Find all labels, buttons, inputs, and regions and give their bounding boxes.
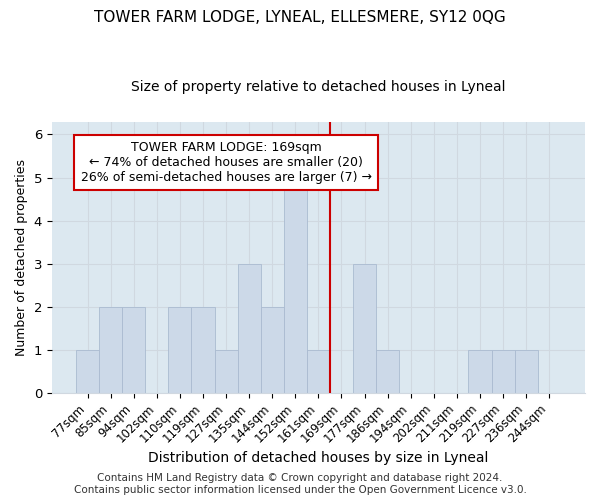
Bar [99,306,122,393]
Bar [191,306,215,393]
Bar [376,350,399,393]
Bar [284,178,307,393]
X-axis label: Distribution of detached houses by size in Lyneal: Distribution of detached houses by size … [148,451,488,465]
Bar [238,264,260,393]
Y-axis label: Number of detached properties: Number of detached properties [15,158,28,356]
Text: TOWER FARM LODGE: 169sqm
← 74% of detached houses are smaller (20)
26% of semi-d: TOWER FARM LODGE: 169sqm ← 74% of detach… [80,141,371,184]
Bar [76,350,99,393]
Bar [469,350,491,393]
Bar [353,264,376,393]
Text: TOWER FARM LODGE, LYNEAL, ELLESMERE, SY12 0QG: TOWER FARM LODGE, LYNEAL, ELLESMERE, SY1… [94,10,506,25]
Bar [491,350,515,393]
Bar [122,306,145,393]
Text: Contains HM Land Registry data © Crown copyright and database right 2024.
Contai: Contains HM Land Registry data © Crown c… [74,474,526,495]
Bar [307,350,330,393]
Bar [169,306,191,393]
Bar [215,350,238,393]
Title: Size of property relative to detached houses in Lyneal: Size of property relative to detached ho… [131,80,506,94]
Bar [260,306,284,393]
Bar [515,350,538,393]
